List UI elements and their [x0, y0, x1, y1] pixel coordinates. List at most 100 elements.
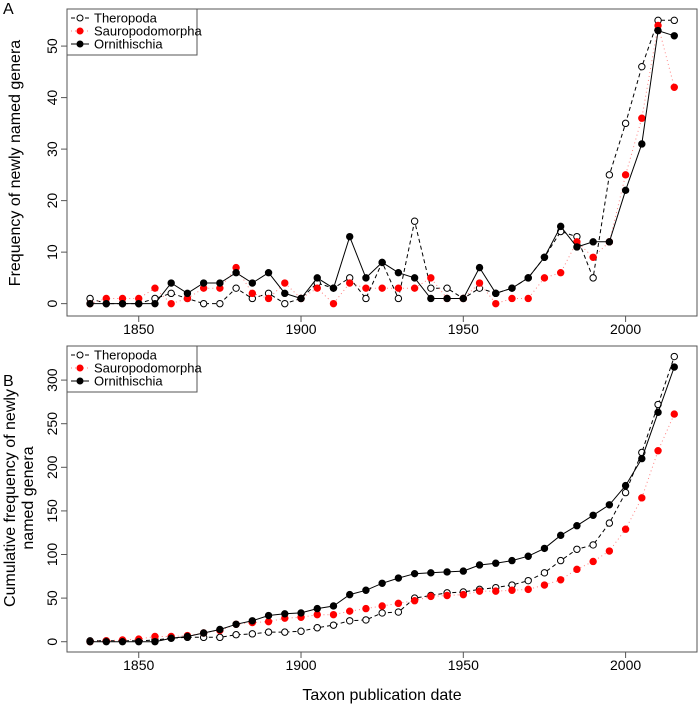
data-point-ornithischia-b: [151, 638, 159, 646]
y-tick-label-b: 300: [44, 368, 60, 392]
data-point-ornithischia-b: [410, 569, 419, 578]
data-point-theropoda-a: [216, 299, 224, 308]
data-point-ornithischia-a: [459, 294, 468, 303]
x-tick-label-a: 1850: [123, 321, 154, 337]
data-point-ornithischia-a: [118, 299, 127, 308]
data-point-ornithischia-b: [378, 579, 386, 587]
data-point-theropoda-b: [556, 556, 565, 565]
panel-label-a: A: [3, 1, 14, 18]
data-point-sauropodomorpha-b: [362, 604, 370, 613]
data-point-sauropodomorpha-b: [605, 547, 614, 555]
y-tick-label-a: 40: [44, 90, 60, 106]
data-point-ornithischia-b: [264, 611, 273, 620]
data-point-sauropodomorpha-a: [313, 284, 321, 292]
data-point-sauropodomorpha-b: [670, 410, 678, 418]
data-point-ornithischia-b: [492, 559, 500, 567]
data-point-sauropodomorpha-b: [589, 557, 597, 566]
data-point-ornithischia-b: [167, 634, 175, 642]
data-point-ornithischia-b: [573, 522, 581, 530]
data-point-ornithischia-a: [86, 299, 94, 308]
data-point-ornithischia-b: [654, 408, 662, 417]
data-point-ornithischia-a: [573, 243, 581, 251]
data-point-theropoda-a: [362, 294, 370, 303]
y-axis-title-a: Frequency of newly named genera: [7, 40, 24, 286]
data-point-ornithischia-a: [102, 299, 110, 308]
y-tick-label-a: 30: [44, 141, 60, 157]
data-point-sauropodomorpha-b: [540, 581, 549, 589]
data-point-theropoda-b: [297, 627, 305, 635]
data-point-theropoda-a: [605, 171, 614, 179]
data-point-sauropodomorpha-b: [394, 599, 403, 608]
data-point-sauropodomorpha-a: [540, 274, 549, 282]
data-point-sauropodomorpha-b: [524, 585, 532, 594]
data-point-sauropodomorpha-b: [459, 590, 468, 599]
x-tick-label-a: 1950: [448, 321, 479, 337]
data-point-ornithischia-b: [459, 567, 468, 575]
data-point-ornithischia-b: [605, 501, 614, 509]
data-point-sauropodomorpha-b: [410, 597, 419, 605]
legend-label-ornithischia-a: Ornithischia: [94, 37, 163, 52]
data-point-sauropodomorpha-a: [281, 279, 289, 287]
data-point-theropoda-b: [248, 630, 257, 638]
data-point-ornithischia-a: [605, 238, 614, 246]
x-tick-label-b: 1850: [123, 657, 154, 673]
data-point-ornithischia-b: [216, 625, 224, 634]
data-point-ornithischia-a: [427, 294, 435, 303]
data-point-theropoda-a: [621, 119, 630, 128]
x-tick-label-a: 1900: [285, 321, 316, 337]
data-point-ornithischia-a: [281, 289, 289, 298]
data-point-sauropodomorpha-b: [475, 587, 484, 595]
data-point-sauropodomorpha-a: [427, 274, 435, 282]
data-point-sauropodomorpha-a: [589, 253, 597, 261]
data-point-ornithischia-b: [443, 568, 451, 576]
data-point-ornithischia-b: [329, 602, 338, 610]
data-point-sauropodomorpha-a: [524, 294, 532, 303]
legend-marker-ornithischia-a: [76, 40, 84, 48]
data-point-sauropodomorpha-b: [443, 591, 451, 600]
data-point-ornithischia-a: [492, 289, 500, 298]
data-point-sauropodomorpha-b: [654, 447, 662, 455]
data-point-ornithischia-a: [329, 284, 338, 292]
data-point-theropoda-b: [540, 569, 549, 577]
data-point-sauropodomorpha-a: [475, 279, 484, 287]
y-tick-label-b: 100: [44, 543, 60, 567]
x-axis-title: Taxon publication date: [302, 687, 461, 704]
x-tick-label-b: 1950: [448, 657, 479, 673]
data-point-ornithischia-a: [589, 238, 597, 246]
data-point-ornithischia-b: [232, 620, 240, 628]
x-tick-label-b: 1900: [285, 657, 316, 673]
data-point-ornithischia-a: [654, 26, 662, 35]
data-point-theropoda-b: [670, 352, 678, 361]
data-point-theropoda-b: [524, 576, 532, 585]
data-point-theropoda-b: [313, 624, 321, 632]
data-point-ornithischia-a: [540, 253, 549, 261]
data-point-ornithischia-a: [670, 32, 678, 40]
data-point-ornithischia-a: [346, 232, 354, 241]
data-point-ornithischia-b: [621, 481, 630, 490]
data-point-sauropodomorpha-a: [556, 269, 565, 277]
y-tick-label-b: 50: [44, 590, 60, 606]
data-point-theropoda-a: [281, 299, 289, 308]
data-point-sauropodomorpha-a: [248, 289, 257, 298]
legend-box-a: [66, 8, 198, 56]
data-point-ornithischia-a: [264, 269, 273, 277]
data-point-sauropodomorpha-a: [394, 284, 403, 292]
data-point-theropoda-b: [346, 617, 354, 625]
legend-label-theropoda-a: Theropoda: [94, 11, 158, 26]
data-point-ornithischia-a: [394, 269, 403, 277]
data-point-theropoda-b: [264, 628, 273, 636]
data-point-theropoda-a: [232, 284, 240, 292]
y-tick-label-a: 0: [44, 300, 60, 308]
data-point-sauropodomorpha-a: [378, 284, 386, 292]
data-point-ornithischia-b: [86, 638, 94, 646]
x-tick-label-b: 2000: [610, 657, 641, 673]
data-point-theropoda-a: [394, 294, 403, 303]
legend-box-b: [66, 345, 198, 393]
data-point-theropoda-a: [638, 62, 646, 71]
legend-label-sauropodomorpha-a: Sauropodomorpha: [94, 24, 202, 39]
panel-a: 1850 1900 1950 2000 0 10 20 30 40 50 TheropodaSaur…: [44, 8, 698, 337]
plot-box-a: [66, 8, 698, 317]
data-point-theropoda-a: [589, 274, 597, 282]
